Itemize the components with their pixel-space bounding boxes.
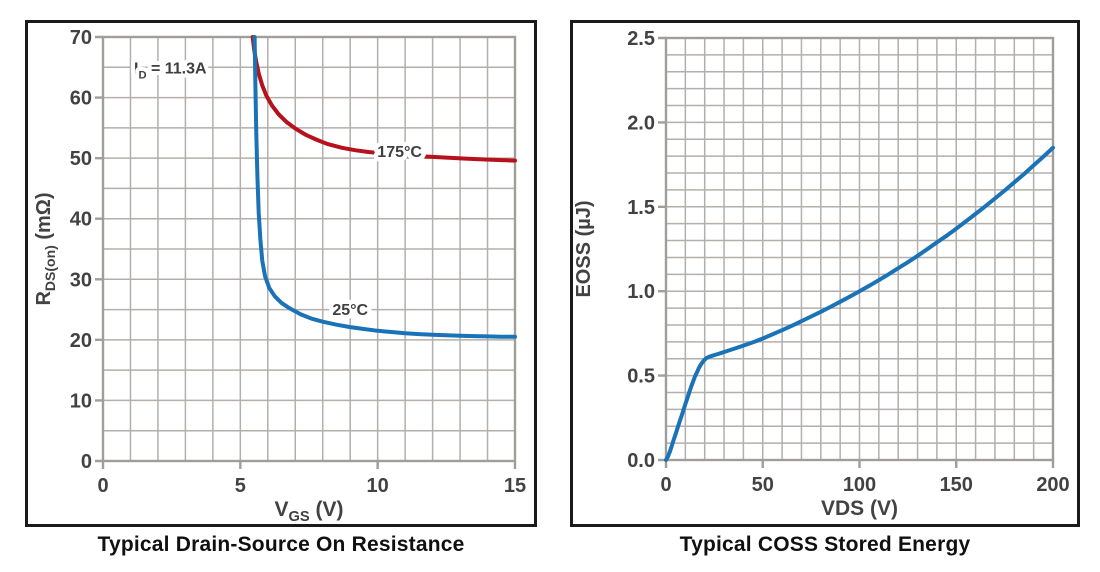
y-tick-label: 10 — [70, 390, 92, 412]
x-tick-label: 0 — [660, 474, 671, 496]
tick-marks — [95, 35, 517, 469]
rdson-chart: 0 5 10 15 0 10 20 30 40 50 60 70 VGS (V) RDS(on) (mΩ)… — [25, 20, 537, 527]
y-tick-label: 40 — [70, 209, 92, 231]
plot-frame — [101, 35, 517, 463]
y-tick-label: 2.5 — [627, 28, 655, 50]
y-tick-label: 1.5 — [627, 197, 655, 219]
curve-label: 25°C — [332, 302, 368, 319]
series-25c-curve — [252, 35, 517, 339]
chart-title-rdson: Typical Drain-Source On Resistance — [97, 533, 465, 556]
x-tick-label: 100 — [843, 474, 876, 496]
y-tick-label: 20 — [70, 330, 92, 352]
y-tick-label: 0 — [81, 451, 92, 473]
x-tick-label: 0 — [97, 475, 108, 497]
chart-title-coss: Typical COSS Stored Energy — [679, 533, 971, 556]
x-tick-label: 15 — [504, 475, 526, 497]
x-axis-label: VDS (V) — [821, 497, 898, 520]
coss-chart: 0 50 100 150 200 0.0 0.5 1.0 1.5 2.0 2.5 VDS (V) EOS… — [570, 20, 1080, 527]
y-tick-label: 1.0 — [627, 281, 655, 303]
y-tick-label: 50 — [70, 148, 92, 170]
y-tick-label: 0.0 — [627, 450, 655, 472]
grid-lines — [665, 37, 1054, 461]
x-tick-label: 200 — [1036, 474, 1069, 496]
tick-marks — [658, 36, 1055, 468]
y-tick-label: 0.5 — [627, 366, 655, 388]
x-tick-label: 50 — [752, 474, 774, 496]
x-axis-label: VGS (V) — [274, 498, 343, 525]
x-tick-label: 150 — [940, 474, 973, 496]
y-tick-label: 30 — [70, 269, 92, 291]
series-eoss-curve — [664, 145, 1055, 462]
y-tick-label: 70 — [70, 27, 92, 49]
grid-lines — [102, 36, 516, 462]
annotation-label: ID = 11.3A — [134, 60, 207, 81]
y-tick-label: 60 — [70, 88, 92, 110]
x-tick-label: 10 — [367, 475, 389, 497]
y-tick-label: 2.0 — [627, 112, 655, 134]
panel-border — [25, 20, 537, 527]
curve-label: 175°C — [377, 144, 422, 161]
y-axis-label: EOSS (µJ) — [573, 200, 595, 297]
panel-border — [570, 20, 1080, 527]
y-axis-label: RDS(on) (mΩ) — [33, 192, 58, 305]
series-175c-curve — [250, 35, 517, 163]
x-tick-label: 5 — [235, 475, 246, 497]
